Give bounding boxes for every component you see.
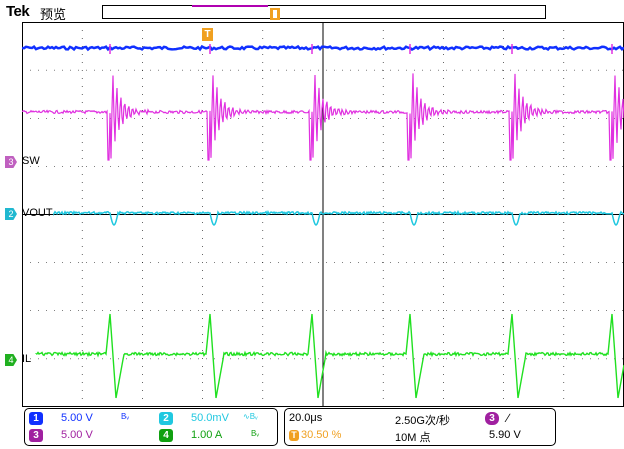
trigger-position-icon: T xyxy=(289,430,299,441)
timebase-scale: 20.0μs xyxy=(289,412,323,424)
ch4-label: IL xyxy=(22,353,32,365)
record-window-indicator xyxy=(192,5,268,7)
ch4-badge[interactable]: 4 xyxy=(159,429,173,442)
ch4-scale: 1.00 A xyxy=(191,429,223,441)
trigger-slope-icon: ∕ xyxy=(507,411,510,425)
record-length: 10M 点 xyxy=(395,432,431,444)
ch4-waveform xyxy=(35,313,624,399)
ch1-badge[interactable]: 1 xyxy=(29,412,43,425)
status-bar: 1 5.00 V Bᵥ 2 50.0mV ∿Bᵥ 3 5.00 V 4 1.00… xyxy=(22,407,624,449)
trigger-position-marker[interactable]: T xyxy=(202,28,213,41)
ch3-ground-marker[interactable]: 3 xyxy=(5,156,17,168)
ch4-bandwidth-icon: Bᵥ xyxy=(251,429,259,438)
ch2-waveform xyxy=(53,209,624,227)
ch3-label: SW xyxy=(22,155,40,167)
ch3-waveform xyxy=(22,73,624,161)
vertical-settings-panel[interactable]: 1 5.00 V Bᵥ 2 50.0mV ∿Bᵥ 3 5.00 V 4 1.00… xyxy=(24,408,278,446)
top-bar: Tek 预览 xyxy=(0,0,624,23)
ch4-ground-marker[interactable]: 4 xyxy=(5,354,17,366)
trigger-position: 30.50 % xyxy=(301,429,342,441)
ch2-scale: 50.0mV xyxy=(191,412,229,424)
waveform-graticule[interactable] xyxy=(22,22,624,407)
ch2-bandwidth-icon: ∿Bᵥ xyxy=(243,412,258,421)
trigger-source-badge[interactable]: 3 xyxy=(485,412,499,425)
record-trigger-marker xyxy=(270,8,280,20)
trigger-level: 5.90 V xyxy=(489,429,521,441)
ch2-badge[interactable]: 2 xyxy=(159,412,173,425)
ch1-waveform xyxy=(22,44,624,52)
ch3-scale: 5.00 V xyxy=(61,429,93,441)
ch1-scale: 5.00 V xyxy=(61,412,93,424)
acquisition-mode: 预览 xyxy=(40,8,67,23)
ch3-badge[interactable]: 3 xyxy=(29,429,43,442)
waveforms xyxy=(22,44,624,399)
horizontal-settings-panel[interactable]: 20.0μs T 30.50 % 2.50G次/秒 10M 点 3 ∕ 5.90… xyxy=(284,408,556,446)
sample-rate: 2.50G次/秒 xyxy=(395,415,451,427)
ch1-bandwidth-icon: Bᵥ xyxy=(121,412,129,421)
ch2-ground-marker[interactable]: 2 xyxy=(5,208,17,220)
brand-logo: Tek xyxy=(6,3,30,20)
ch2-label: VOUT xyxy=(22,207,53,219)
record-view-bar[interactable] xyxy=(102,5,546,19)
